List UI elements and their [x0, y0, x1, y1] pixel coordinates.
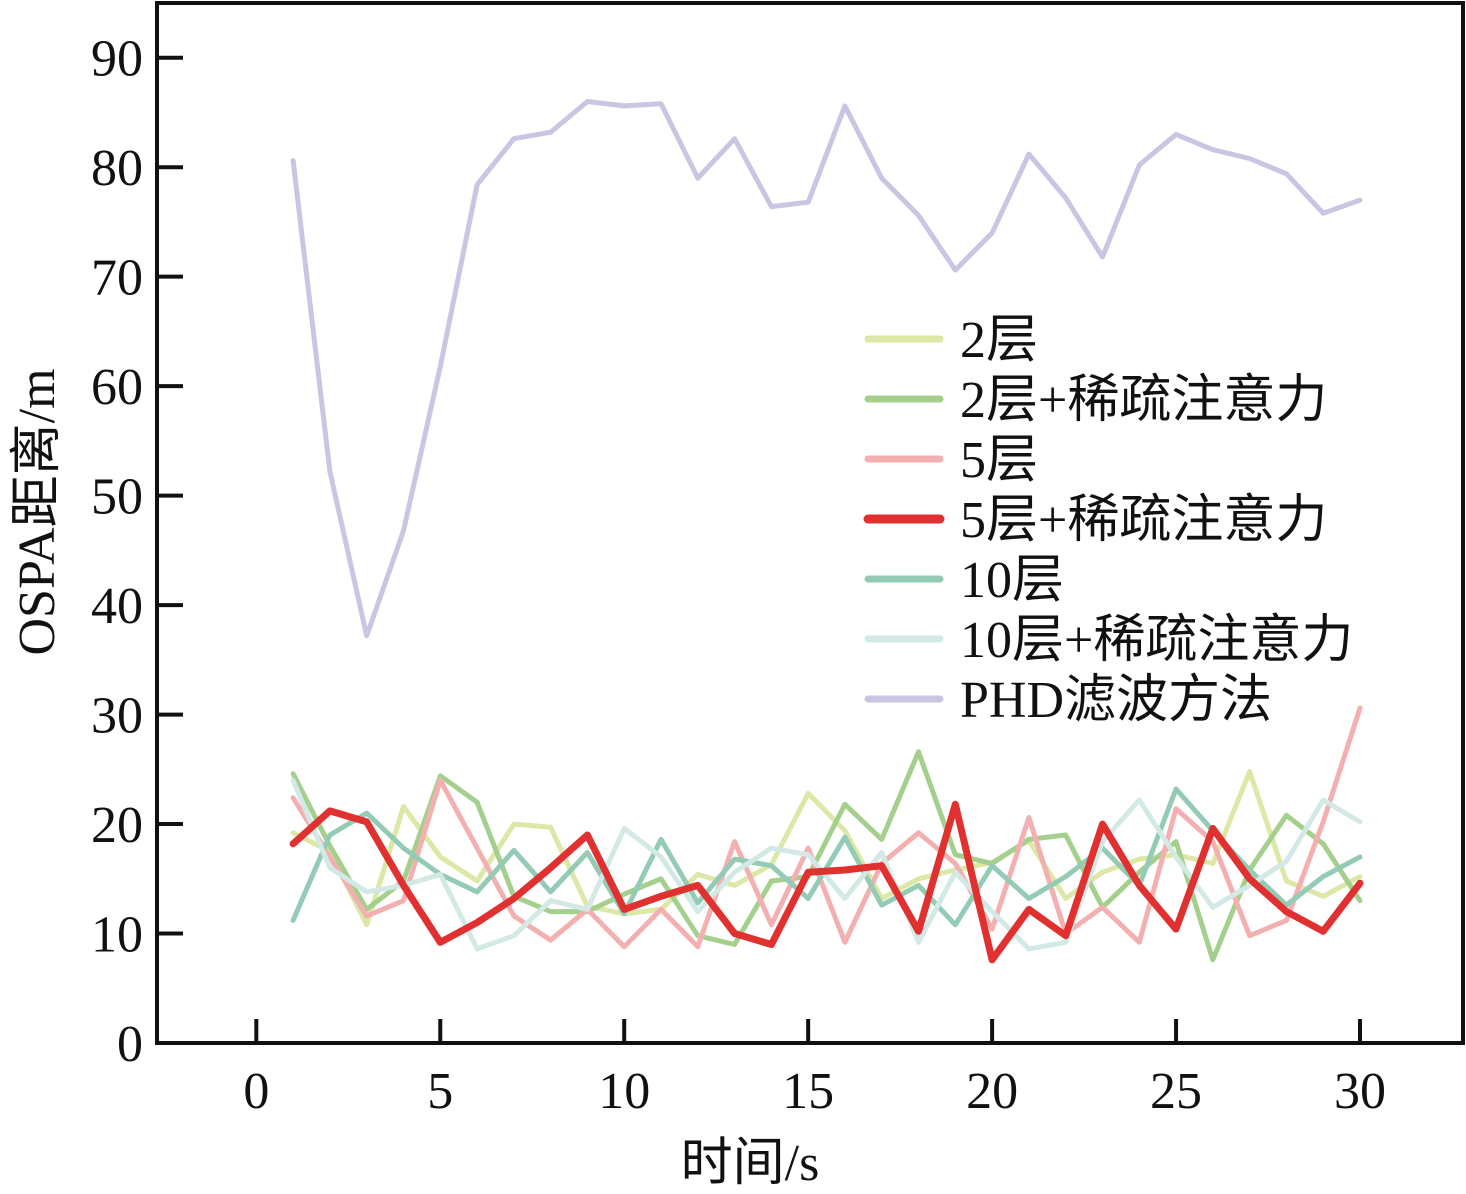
series-line-7	[290, 99, 1363, 639]
y-tick-label: 70	[91, 250, 143, 307]
x-tick-label: 25	[1150, 1063, 1202, 1120]
series-line-3	[290, 705, 1363, 950]
series-line-4	[289, 800, 1364, 964]
legend-label: 5层+稀疏注意力	[960, 492, 1327, 549]
series-lines	[289, 99, 1364, 964]
y-axis-title: OSPA距离/m	[9, 368, 66, 655]
y-tick-label: 20	[91, 797, 143, 854]
x-tick-label: 30	[1334, 1063, 1386, 1120]
x-axis-title: 时间/s	[681, 1135, 820, 1192]
x-tick-label: 5	[427, 1063, 453, 1120]
y-tick-label: 90	[91, 31, 143, 88]
y-axis-ticks: 0 10 20 30 40 50 60 70 80 90	[91, 31, 183, 1073]
x-tick-label: 0	[243, 1063, 269, 1120]
legend-label: 10层+稀疏注意力	[960, 612, 1353, 669]
y-tick-label: 50	[91, 469, 143, 526]
legend-label: 2层	[960, 312, 1038, 369]
legend-label: 2层+稀疏注意力	[960, 372, 1327, 429]
legend-label: 10层	[960, 552, 1064, 609]
x-tick-label: 10	[598, 1063, 650, 1120]
y-tick-label: 30	[91, 688, 143, 745]
y-tick-label: 40	[91, 578, 143, 635]
x-axis-ticks: 0 5 10 15 20 25 30	[243, 1019, 1386, 1120]
legend-label: PHD滤波方法	[960, 672, 1272, 729]
x-tick-label: 20	[966, 1063, 1018, 1120]
y-tick-label: 0	[117, 1016, 143, 1073]
y-tick-label: 10	[91, 907, 143, 964]
x-tick-label: 15	[782, 1063, 834, 1120]
y-tick-label: 80	[91, 140, 143, 197]
y-tick-label: 60	[91, 359, 143, 416]
legend-label: 5层	[960, 432, 1038, 489]
series-line-6	[290, 777, 1363, 952]
